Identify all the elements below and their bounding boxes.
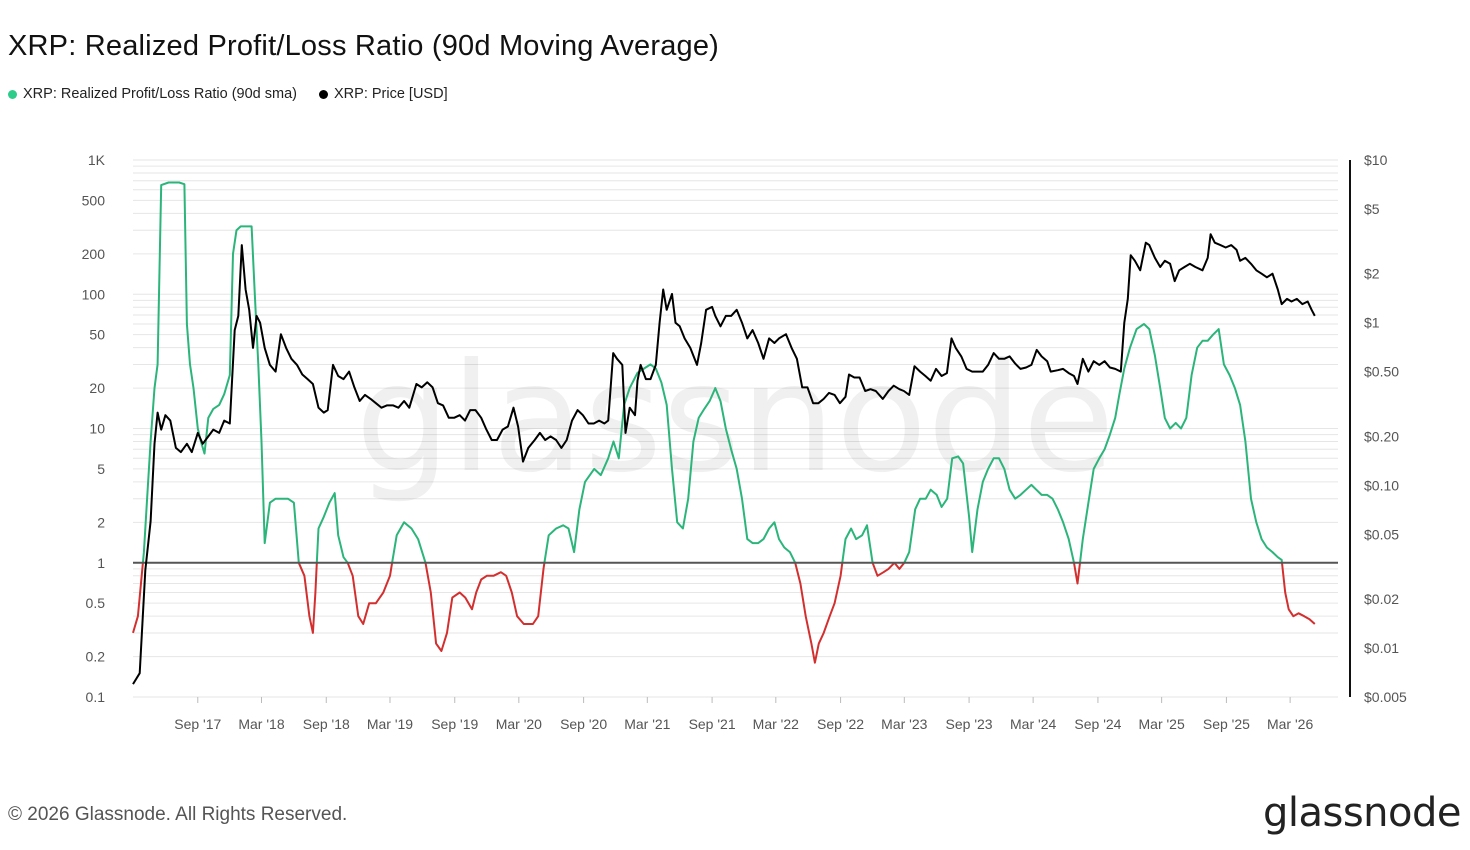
y-left-tick-label: 5: [97, 461, 105, 477]
y-right-tick-label: $10: [1364, 152, 1388, 168]
y-left-tick-label: 10: [89, 421, 105, 437]
legend-label-price: XRP: Price [USD]: [334, 86, 448, 102]
x-tick-label: Sep '25: [1203, 716, 1250, 732]
x-tick-label: Sep '21: [689, 716, 736, 732]
y-left-tick-label: 0.2: [86, 649, 106, 665]
ratio-line-segment-above: [141, 181, 300, 563]
y-right-tick-label: $0.005: [1364, 689, 1407, 705]
chart-title: XRP: Realized Profit/Loss Ratio (90d Mov…: [8, 30, 720, 62]
y-right-tick-label: $0.20: [1364, 428, 1399, 444]
x-tick-label: Mar '25: [1139, 716, 1185, 732]
legend-item-price[interactable]: XRP: Price [USD]: [319, 86, 448, 102]
x-tick-label: Sep '18: [303, 716, 350, 732]
ratio-line-segment-below: [297, 562, 318, 634]
x-tick-label: Sep '17: [174, 716, 221, 732]
x-tick-label: Sep '19: [431, 716, 478, 732]
ratio-line-segment-below: [1281, 562, 1316, 625]
x-tick-label: Sep '22: [817, 716, 864, 732]
ratio-line-segment-below: [871, 562, 896, 577]
ratio-line-segment-below: [893, 562, 906, 570]
ratio-line-segment-above: [1079, 323, 1283, 563]
x-tick-label: Mar '23: [881, 716, 927, 732]
y-left-tick-label: 1: [97, 555, 105, 571]
ratio-line-segment-above: [315, 492, 349, 564]
ratio-line-segment-below: [1073, 562, 1081, 585]
y-left-tick-label: 1K: [88, 152, 106, 168]
price-line: [132, 233, 1316, 685]
legend-dot-price: [319, 89, 328, 99]
copyright-footer: © 2026 Glassnode. All Rights Reserved.: [8, 804, 348, 825]
x-tick-label: Mar '21: [624, 716, 670, 732]
ratio-line-segment-above: [841, 524, 874, 563]
legend-dot-ratio: [8, 89, 17, 99]
y-left-tick-label: 50: [89, 327, 105, 343]
x-tick-label: Mar '18: [238, 716, 284, 732]
ratio-line-segment-below: [424, 562, 546, 652]
y-right-tick-label: $1: [1364, 315, 1380, 331]
y-left-tick-label: 500: [82, 192, 106, 208]
y-right-tick-label: $0.50: [1364, 364, 1399, 380]
x-tick-label: Mar '19: [367, 716, 413, 732]
ratio-line-segment-above: [543, 363, 797, 564]
ratio-line-segment-above: [903, 455, 1075, 564]
x-tick-label: Mar '22: [753, 716, 799, 732]
y-left-tick-label: 2: [97, 514, 105, 530]
y-right-tick-label: $0.02: [1364, 591, 1399, 607]
y-right-tick-label: $2: [1364, 266, 1380, 282]
legend-item-ratio[interactable]: XRP: Realized Profit/Loss Ratio (90d sma…: [8, 86, 297, 102]
x-tick-label: Mar '26: [1267, 716, 1313, 732]
y-right-tick-label: $0.05: [1364, 526, 1399, 542]
legend: XRP: Realized Profit/Loss Ratio (90d sma…: [8, 86, 448, 102]
x-tick-label: Sep '20: [560, 716, 607, 732]
y-right-tick-label: $0.01: [1364, 640, 1399, 656]
y-right-tick-label: $0.10: [1364, 477, 1399, 493]
y-left-tick-label: 100: [82, 286, 106, 302]
y-right-tick-label: $5: [1364, 201, 1380, 217]
ratio-line-segment-below: [794, 562, 844, 664]
y-left-tick-label: 0.5: [86, 595, 106, 611]
x-tick-label: Sep '23: [946, 716, 993, 732]
ratio-line-segment-above: [391, 521, 427, 564]
x-tick-label: Sep '24: [1074, 716, 1121, 732]
glassnode-logo[interactable]: glassnode: [1262, 790, 1462, 836]
y-left-tick-label: 20: [89, 380, 105, 396]
x-tick-label: Mar '24: [1010, 716, 1056, 732]
ratio-line-segment-below: [132, 562, 144, 634]
x-tick-label: Mar '20: [496, 716, 542, 732]
y-left-tick-label: 0.1: [86, 689, 106, 705]
ratio-line-segment-below: [346, 562, 394, 625]
y-left-tick-label: 200: [82, 246, 106, 262]
legend-label-ratio: XRP: Realized Profit/Loss Ratio (90d sma…: [23, 86, 297, 102]
